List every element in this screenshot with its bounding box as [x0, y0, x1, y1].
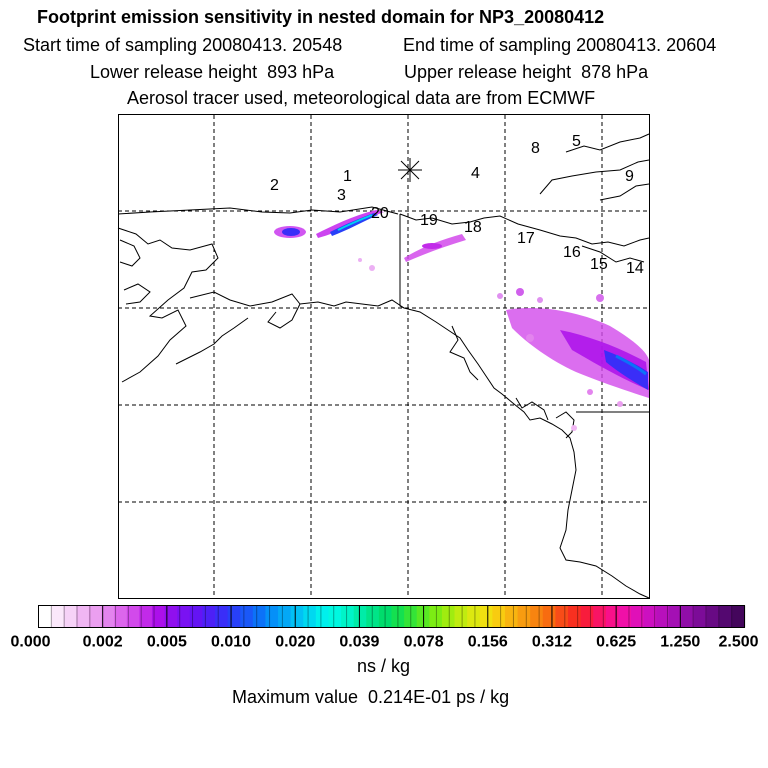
colorbar-tick-label: 0.000 [10, 634, 50, 651]
colorbar-swatch [580, 605, 594, 628]
lower-release-height: Lower release height 893 hPa [90, 62, 335, 82]
colorbar-tick-label: 0.312 [532, 634, 572, 651]
colorbar-swatch [643, 605, 657, 628]
point-label: 2 [270, 177, 279, 194]
colorbar-swatch [63, 605, 77, 628]
point-label: 1 [343, 168, 352, 185]
colorbar-tick-label: 2.500 [718, 634, 758, 651]
colorbar-swatch [265, 605, 279, 628]
colorbar-tick-label: 1.250 [660, 634, 700, 651]
colorbar-swatch [164, 605, 178, 628]
colorbar-swatch [341, 605, 355, 628]
point-label: 18 [464, 219, 482, 236]
colorbar-tick-label: 0.625 [596, 634, 636, 651]
colorbar-swatch [101, 605, 115, 628]
colorbar-swatch [404, 605, 418, 628]
colorbar-swatch [366, 605, 380, 628]
figure-title: Footprint emission sensitivity in nested… [37, 7, 605, 27]
colorbar-swatch [38, 605, 52, 628]
point-label: 3 [337, 187, 346, 204]
colorbar-swatch [454, 605, 468, 628]
map-panel: 1 2 3 4 5 8 9 14 15 16 17 18 19 20 [117, 114, 650, 599]
colorbar-tick-label: 0.078 [404, 634, 444, 651]
colorbar-dividers [38, 605, 745, 628]
colorbar-swatches [38, 605, 746, 628]
point-label: 9 [625, 168, 634, 185]
colorbar-swatch [429, 605, 443, 628]
colorbar-swatch [694, 605, 708, 628]
colorbar-swatch [114, 605, 128, 628]
colorbar-swatch [530, 605, 544, 628]
colorbar-tick-labels: 0.000 0.002 0.005 0.010 0.020 0.039 0.078 0.156… [10, 634, 758, 651]
point-label: 14 [626, 260, 644, 277]
colorbar-swatch [189, 605, 203, 628]
colorbar-swatch [139, 605, 153, 628]
colorbar-swatch [656, 605, 670, 628]
colorbar-swatch [517, 605, 531, 628]
maximum-value: Maximum value 0.214E-01 ps / kg [232, 687, 510, 707]
graticule [118, 115, 649, 598]
end-time: End time of sampling 20080413. 20604 [403, 35, 717, 55]
colorbar-swatch [51, 605, 65, 628]
colorbar-swatch [252, 605, 267, 628]
point-label: 19 [420, 212, 438, 229]
point-label: 8 [531, 140, 540, 157]
colorbar-swatch [479, 605, 493, 628]
colorbar-swatch [290, 605, 304, 628]
point-label: 15 [590, 256, 608, 273]
colorbar-swatch [631, 605, 645, 628]
colorbar-swatch [328, 605, 342, 628]
colorbar-swatch [568, 605, 582, 628]
colorbar-swatch [76, 605, 90, 628]
colorbar-swatch [681, 605, 695, 628]
colorbar-swatch [215, 605, 229, 628]
colorbar-swatch [353, 605, 367, 628]
colorbar-unit: ns / kg [357, 656, 411, 676]
colorbar-swatch [126, 605, 140, 628]
colorbar-swatch [731, 605, 746, 628]
colorbar-swatch [391, 605, 405, 628]
colorbar-swatch [441, 605, 456, 628]
colorbar-swatch [202, 605, 216, 628]
colorbar-swatch [618, 605, 632, 628]
colorbar-swatch [467, 605, 481, 628]
colorbar-swatch [668, 605, 683, 628]
point-label: 4 [471, 165, 480, 182]
colorbar-swatch [151, 605, 166, 628]
colorbar-swatch [227, 605, 241, 628]
colorbar-swatch [303, 605, 317, 628]
colorbar-swatch [504, 605, 519, 628]
upper-release-height: Upper release height 878 hPa [404, 62, 649, 82]
colorbar-swatch [278, 605, 292, 628]
colorbar-swatch [555, 605, 569, 628]
colorbar-tick-label: 0.002 [83, 634, 123, 651]
sensitivity-field [274, 210, 649, 431]
point-label: 20 [371, 205, 389, 222]
colorbar-tick-label: 0.156 [468, 634, 508, 651]
colorbar-swatch [378, 605, 393, 628]
coastlines [117, 133, 650, 599]
colorbar-swatch [605, 605, 620, 628]
colorbar-swatch [177, 605, 191, 628]
colorbar-swatch [706, 605, 720, 628]
colorbar: 0.000 0.002 0.005 0.010 0.020 0.039 0.078 0.156… [10, 605, 759, 651]
point-label: 16 [563, 244, 581, 261]
point-label: 17 [517, 230, 535, 247]
colorbar-swatch [719, 605, 733, 628]
colorbar-swatch [240, 605, 254, 628]
colorbar-swatch [88, 605, 103, 628]
colorbar-swatch [315, 605, 330, 628]
colorbar-tick-label: 0.010 [211, 634, 251, 651]
colorbar-swatch [593, 605, 607, 628]
point-label: 5 [572, 133, 581, 150]
tracer-note: Aerosol tracer used, meteorological data… [127, 88, 596, 108]
colorbar-swatch [492, 605, 506, 628]
colorbar-tick-label: 0.005 [147, 634, 187, 651]
colorbar-tick-label: 0.039 [339, 634, 379, 651]
release-point-marker [398, 158, 422, 182]
colorbar-swatch [542, 605, 556, 628]
colorbar-tick-label: 0.020 [275, 634, 315, 651]
start-time: Start time of sampling 20080413. 20548 [23, 35, 343, 55]
map-frame [118, 114, 650, 599]
